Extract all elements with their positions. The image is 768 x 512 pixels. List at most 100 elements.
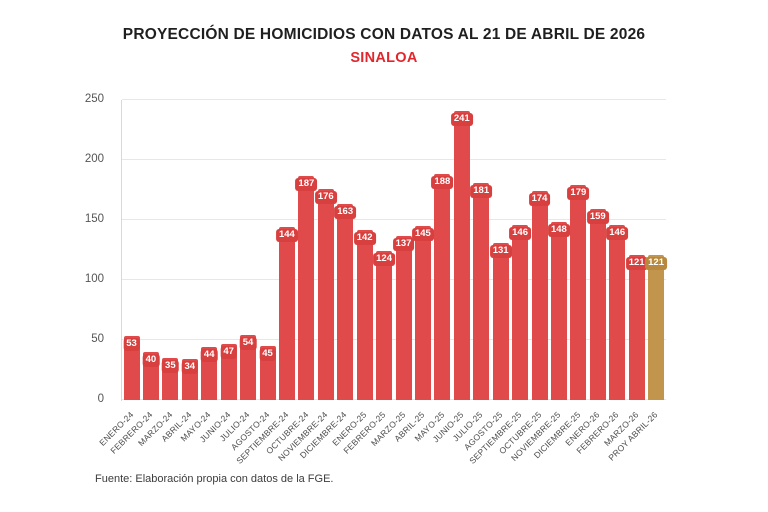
bar-value-badge: 35 bbox=[162, 360, 179, 373]
bar-value-badge: 53 bbox=[123, 338, 140, 352]
bar: 181 bbox=[470, 182, 493, 400]
source-note: Fuente: Elaboración propia con datos de … bbox=[95, 473, 334, 485]
bar-slot: 47 bbox=[219, 100, 238, 400]
bar-value-badge: 47 bbox=[220, 345, 237, 359]
bar: 146 bbox=[509, 224, 531, 400]
bar: 44 bbox=[200, 347, 218, 400]
bar: 47 bbox=[220, 343, 237, 400]
bar: 187 bbox=[295, 175, 318, 400]
bar-slot: 188 bbox=[431, 100, 454, 400]
bar-slot: 241 bbox=[450, 100, 473, 400]
bar: 53 bbox=[123, 336, 140, 400]
bar-slot: 176 bbox=[314, 100, 337, 400]
bar: 137 bbox=[392, 235, 415, 400]
bar-slot: 174 bbox=[528, 100, 551, 400]
bar-slot: 179 bbox=[567, 100, 590, 400]
bar-slot: 45 bbox=[258, 100, 277, 400]
chart-subtitle: SINALOA bbox=[350, 50, 418, 66]
bar: 163 bbox=[334, 204, 357, 400]
bar-slot: 144 bbox=[275, 100, 298, 400]
bar: 148 bbox=[547, 222, 570, 400]
gridline bbox=[122, 399, 666, 400]
gridline bbox=[122, 279, 666, 280]
bar-value-badge: 121 bbox=[645, 256, 667, 270]
bar: 146 bbox=[606, 224, 629, 400]
bar-slot: 163 bbox=[334, 100, 357, 400]
bar-value-badge: 176 bbox=[314, 190, 337, 204]
bar-slot: 53 bbox=[122, 100, 141, 400]
bar: 179 bbox=[567, 185, 590, 400]
bar: 131 bbox=[489, 242, 512, 400]
bar-value-badge: 146 bbox=[606, 226, 629, 240]
bar-value-badge: 181 bbox=[470, 184, 493, 198]
bar-value-badge: 34 bbox=[181, 361, 199, 375]
x-axis: ENERO-24 FEBRERO-24 MARZO-24 ABRIL-24 MAYO-2… bbox=[97, 404, 666, 484]
bar: 35 bbox=[162, 358, 179, 400]
bar-value-badge: 187 bbox=[295, 177, 318, 191]
bar-slot: 121 bbox=[645, 100, 667, 400]
bar-value-badge: 179 bbox=[567, 187, 590, 201]
bar: 54 bbox=[239, 335, 257, 400]
y-axis-tick-label: 50 bbox=[91, 333, 104, 345]
bar-slot: 145 bbox=[411, 100, 434, 400]
bar-value-badge: 137 bbox=[392, 237, 415, 251]
bar-value-badge: 145 bbox=[411, 228, 434, 241]
bar: 145 bbox=[411, 226, 434, 400]
bar-slot: 35 bbox=[161, 100, 180, 400]
gridline bbox=[122, 339, 666, 340]
y-axis-tick-label: 150 bbox=[84, 213, 104, 225]
bar-value-badge: 148 bbox=[547, 224, 570, 238]
bar-value-badge: 142 bbox=[353, 231, 376, 245]
bar: 45 bbox=[259, 346, 276, 400]
y-axis-tick-label: 0 bbox=[97, 393, 104, 405]
bar-slot: 148 bbox=[547, 100, 570, 400]
y-axis-tick-label: 250 bbox=[84, 93, 104, 105]
bar-value-badge: 124 bbox=[373, 253, 395, 267]
bar-value-badge: 44 bbox=[200, 349, 218, 363]
bar-value-badge: 188 bbox=[431, 176, 454, 190]
bar: 121 bbox=[625, 254, 648, 400]
bar-slot: 142 bbox=[353, 100, 376, 400]
bar-slot: 44 bbox=[200, 100, 219, 400]
bar-slot: 159 bbox=[586, 100, 609, 400]
bar: 34 bbox=[181, 359, 199, 400]
bar-slot: 40 bbox=[141, 100, 160, 400]
bar-value-badge: 54 bbox=[239, 337, 257, 351]
projection-bar: 121 bbox=[645, 254, 667, 400]
bar-value-badge: 163 bbox=[334, 206, 357, 220]
y-axis-tick-label: 100 bbox=[84, 273, 104, 285]
bar-value-badge: 144 bbox=[275, 229, 298, 243]
bar-value-badge: 146 bbox=[509, 226, 531, 240]
bar: 241 bbox=[450, 110, 473, 400]
bar: 176 bbox=[314, 188, 337, 400]
bar-value-badge: 45 bbox=[259, 348, 276, 361]
y-axis-tick-label: 200 bbox=[84, 153, 104, 165]
bar-value-badge: 159 bbox=[586, 211, 609, 225]
bar-slot: 121 bbox=[625, 100, 648, 400]
bar-value-badge: 40 bbox=[142, 354, 160, 367]
bar-value-badge: 241 bbox=[450, 112, 473, 126]
bar-slot: 124 bbox=[373, 100, 395, 400]
gridline bbox=[122, 219, 666, 220]
bar-slot: 146 bbox=[606, 100, 629, 400]
bar-slot: 137 bbox=[392, 100, 415, 400]
bar: 188 bbox=[431, 174, 454, 400]
bar: 144 bbox=[275, 227, 298, 400]
bar-value-badge: 121 bbox=[625, 256, 648, 270]
bar-value-badge: 174 bbox=[528, 193, 551, 207]
plot-area: 53 40 35 34 44 47 54 45 144 187 176 163 142 124 137 145… bbox=[121, 99, 667, 401]
gridline bbox=[122, 99, 666, 100]
bar: 159 bbox=[586, 209, 609, 400]
bar: 40 bbox=[142, 352, 160, 400]
bar-slot: 34 bbox=[180, 100, 199, 400]
bar-slot: 54 bbox=[239, 100, 258, 400]
bar: 174 bbox=[528, 191, 551, 400]
bar-value-badge: 131 bbox=[489, 244, 512, 258]
y-axis: 0 50 100 150 200 250 bbox=[0, 93, 112, 405]
bar-slot: 181 bbox=[470, 100, 493, 400]
bar-slot: 146 bbox=[509, 100, 531, 400]
gridline bbox=[122, 159, 666, 160]
bar-slot: 187 bbox=[295, 100, 318, 400]
bar-slot: 131 bbox=[489, 100, 512, 400]
